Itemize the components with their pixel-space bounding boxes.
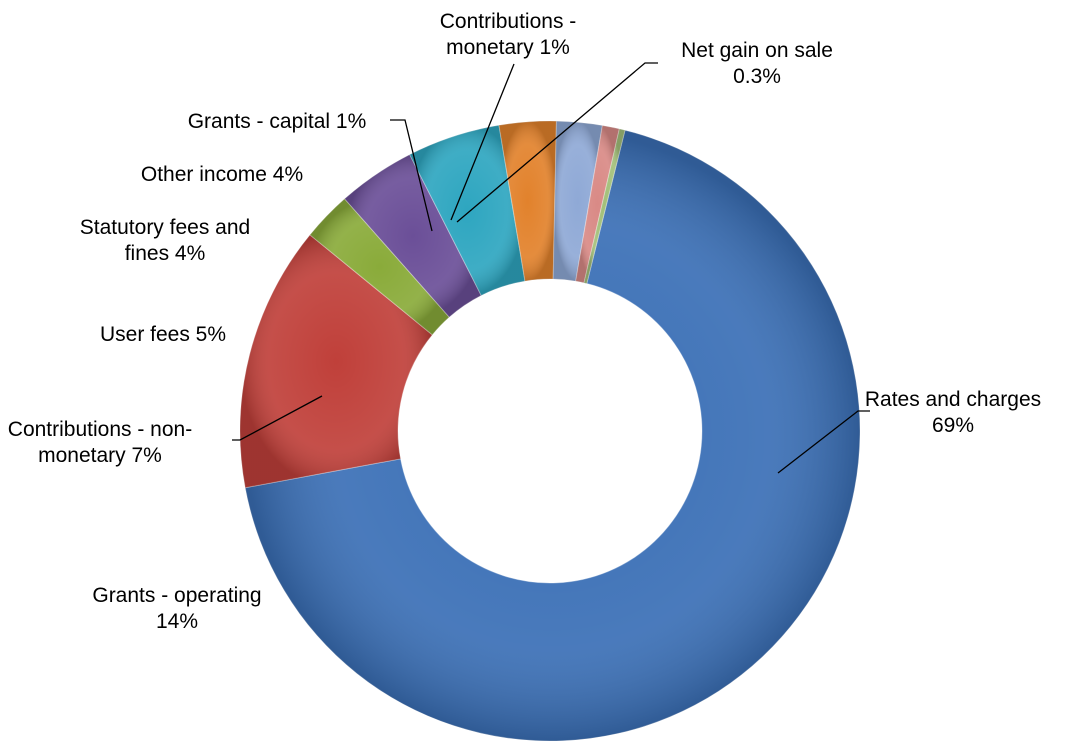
data-label-grants-capital: Grants - capital 1% [188, 110, 367, 133]
data-label-rates-and-charges: Rates and charges 69% [865, 388, 1041, 437]
slices-group [239, 120, 861, 742]
data-label-line: Statutory fees and [80, 216, 250, 239]
data-label-other-income: Other income 4% [141, 163, 303, 186]
data-label-line: Rates and charges [865, 388, 1041, 411]
data-label-line: fines 4% [125, 242, 206, 265]
data-label-line: Contributions - [440, 10, 577, 33]
leader-lines-group [232, 62, 870, 474]
data-label-line: Grants - operating [92, 584, 261, 607]
slice-shade-grants-capital [553, 121, 603, 282]
slice-shade-grants-operating [239, 234, 433, 488]
slice-shade-contributions-non-monetary [309, 198, 450, 335]
data-label-line: Grants - capital 1% [188, 110, 367, 133]
data-label-contributions-monetary: Contributions - monetary 1% [440, 10, 577, 59]
leader-line-contributions-monetary [450, 63, 515, 221]
data-label-contributions-non-monetary: Contributions - non-monetary 7% [8, 418, 192, 467]
data-label-line: 14% [156, 610, 198, 633]
slice-shade-contributions-monetary [575, 125, 620, 283]
slice-shade-other-income [498, 121, 557, 282]
data-label-statutory-fees-and-fines: Statutory fees and fines 4% [80, 216, 250, 265]
slice-shade-rates-and-charges [245, 130, 861, 742]
labels-group: Rates and charges 69% Grants - operating 14… [8, 10, 1041, 633]
leader-line-grants-capital [390, 119, 433, 232]
data-label-line: User fees 5% [100, 323, 226, 346]
data-label-line: 69% [932, 414, 974, 437]
slice-shade-user-fees [344, 154, 482, 318]
leader-line-rates-and-charges [777, 410, 870, 474]
data-label-grants-operating: Grants - operating 14% [92, 584, 261, 633]
leader-line-net-gain-on-sale [456, 62, 658, 223]
data-label-line: Net gain on sale [681, 39, 833, 62]
data-label-net-gain-on-sale: Net gain on sale 0.3% [681, 39, 833, 88]
slice-shade-statutory-fees-and-fines [409, 125, 525, 296]
slice-shade-net-gain-on-sale [584, 128, 625, 284]
data-label-line: Contributions - non- [8, 418, 192, 441]
data-label-line: 0.3% [733, 65, 781, 88]
leader-line-contributions-non-monetary [232, 395, 323, 441]
data-label-line: Other income 4% [141, 163, 303, 186]
data-label-user-fees: User fees 5% [100, 323, 226, 346]
data-label-line: monetary 7% [38, 444, 162, 467]
data-label-line: monetary 1% [446, 36, 570, 59]
